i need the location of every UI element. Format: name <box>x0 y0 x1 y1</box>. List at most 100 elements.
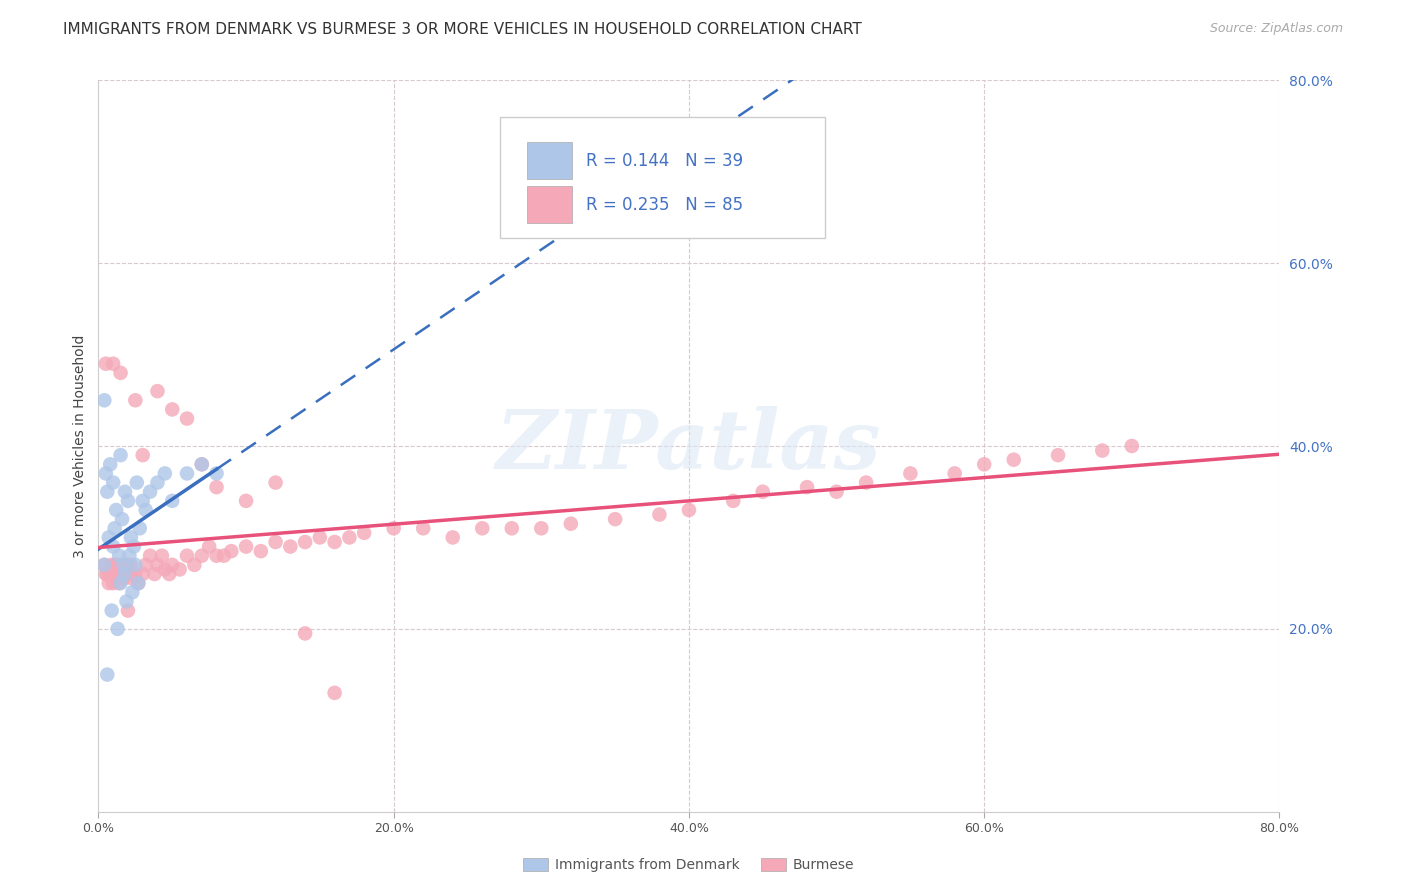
Point <box>323 686 346 700</box>
Point <box>648 508 671 522</box>
Point <box>104 558 127 572</box>
Point <box>294 626 316 640</box>
Point <box>97 530 120 544</box>
Point <box>103 475 125 490</box>
Point <box>115 562 138 576</box>
Point <box>146 558 169 572</box>
Point <box>96 567 118 582</box>
Point <box>412 521 434 535</box>
Point <box>122 540 145 554</box>
Point <box>530 521 553 535</box>
Point <box>94 357 117 371</box>
Point <box>143 567 166 582</box>
Point <box>125 475 148 490</box>
Point <box>135 558 157 572</box>
Point <box>97 576 120 591</box>
Point <box>605 512 627 526</box>
Point <box>205 549 228 563</box>
Y-axis label: 3 or more Vehicles in Household: 3 or more Vehicles in Household <box>73 334 87 558</box>
Point <box>104 521 127 535</box>
Point <box>250 544 273 558</box>
Point <box>120 530 142 544</box>
Point <box>132 448 155 462</box>
Point <box>146 475 169 490</box>
Point <box>162 402 183 417</box>
Point <box>235 540 257 554</box>
Text: IMMIGRANTS FROM DENMARK VS BURMESE 3 OR MORE VEHICLES IN HOUSEHOLD CORRELATION C: IMMIGRANTS FROM DENMARK VS BURMESE 3 OR … <box>63 22 862 37</box>
Point <box>100 603 122 617</box>
Point <box>124 567 146 582</box>
Point <box>132 494 155 508</box>
Point <box>103 540 125 554</box>
Point <box>96 484 118 499</box>
Point <box>146 384 169 398</box>
Point <box>94 567 117 582</box>
Point <box>93 393 115 408</box>
Point <box>105 567 128 582</box>
Point <box>111 558 134 572</box>
Point <box>973 457 995 471</box>
Point <box>98 567 121 582</box>
Bar <box>527 186 572 223</box>
Point <box>162 558 183 572</box>
Point <box>139 484 162 499</box>
Point <box>128 521 150 535</box>
Point <box>110 567 132 582</box>
Point <box>117 603 139 617</box>
Point <box>153 562 176 576</box>
Point <box>796 480 818 494</box>
Point <box>127 576 149 591</box>
Point <box>560 516 582 531</box>
Point <box>105 503 128 517</box>
Point <box>264 475 287 490</box>
Point <box>943 467 966 481</box>
Point <box>169 562 191 576</box>
Point <box>162 494 183 508</box>
Point <box>117 494 139 508</box>
Point <box>118 549 141 563</box>
Point <box>96 667 118 681</box>
Point <box>107 558 129 572</box>
Point <box>110 448 132 462</box>
Point <box>294 535 316 549</box>
Text: R = 0.144   N = 39: R = 0.144 N = 39 <box>586 152 744 169</box>
Point <box>353 525 375 540</box>
Point <box>114 567 136 582</box>
Point <box>108 576 131 591</box>
Point <box>191 457 214 471</box>
Point <box>124 558 146 572</box>
Point <box>93 558 115 572</box>
Point <box>183 558 205 572</box>
Point <box>110 576 132 591</box>
Point <box>93 558 115 572</box>
Point <box>94 467 117 481</box>
Point <box>114 567 136 582</box>
Point <box>111 512 134 526</box>
Point <box>121 585 143 599</box>
Point <box>235 494 257 508</box>
Legend: Immigrants from Denmark, Burmese: Immigrants from Denmark, Burmese <box>517 853 860 878</box>
Point <box>150 549 173 563</box>
Point <box>1091 443 1114 458</box>
Text: Source: ZipAtlas.com: Source: ZipAtlas.com <box>1209 22 1343 36</box>
Point <box>112 558 135 572</box>
Point <box>855 475 877 490</box>
Point <box>825 484 848 499</box>
Point <box>103 576 125 591</box>
Point <box>212 549 235 563</box>
Point <box>107 622 129 636</box>
Point <box>100 558 122 572</box>
Point <box>139 549 162 563</box>
Point <box>157 567 180 582</box>
Point <box>176 467 198 481</box>
Point <box>103 357 125 371</box>
Point <box>221 544 243 558</box>
Point <box>1121 439 1143 453</box>
Text: R = 0.235   N = 85: R = 0.235 N = 85 <box>586 195 744 213</box>
Point <box>471 521 494 535</box>
Point <box>153 467 176 481</box>
Point <box>108 549 131 563</box>
Point <box>752 484 775 499</box>
Point <box>120 558 142 572</box>
Point <box>382 521 405 535</box>
